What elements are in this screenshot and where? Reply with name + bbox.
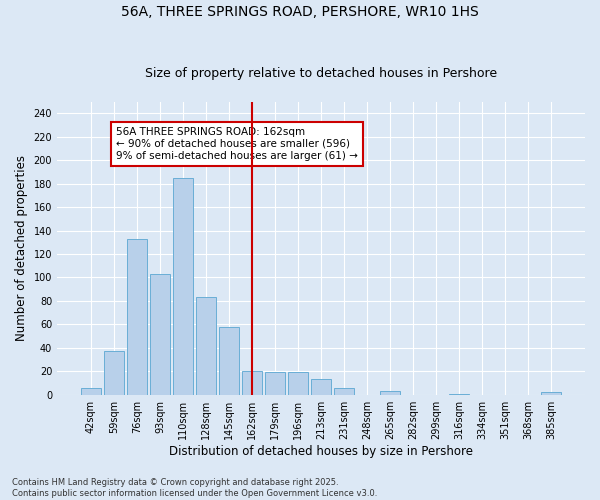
Text: 56A THREE SPRINGS ROAD: 162sqm
← 90% of detached houses are smaller (596)
9% of : 56A THREE SPRINGS ROAD: 162sqm ← 90% of … xyxy=(116,128,358,160)
Bar xyxy=(127,238,146,394)
Bar xyxy=(288,372,308,394)
Bar xyxy=(265,372,285,394)
Title: Size of property relative to detached houses in Pershore: Size of property relative to detached ho… xyxy=(145,66,497,80)
Bar xyxy=(81,388,101,394)
Bar xyxy=(541,392,561,394)
Bar xyxy=(311,380,331,394)
Bar xyxy=(104,352,124,395)
Bar xyxy=(242,372,262,394)
Y-axis label: Number of detached properties: Number of detached properties xyxy=(15,155,28,341)
Text: 56A, THREE SPRINGS ROAD, PERSHORE, WR10 1HS: 56A, THREE SPRINGS ROAD, PERSHORE, WR10 … xyxy=(121,5,479,19)
Bar xyxy=(219,326,239,394)
X-axis label: Distribution of detached houses by size in Pershore: Distribution of detached houses by size … xyxy=(169,444,473,458)
Bar xyxy=(173,178,193,394)
Text: Contains HM Land Registry data © Crown copyright and database right 2025.
Contai: Contains HM Land Registry data © Crown c… xyxy=(12,478,377,498)
Bar xyxy=(334,388,354,394)
Bar xyxy=(196,298,216,394)
Bar xyxy=(150,274,170,394)
Bar xyxy=(380,391,400,394)
